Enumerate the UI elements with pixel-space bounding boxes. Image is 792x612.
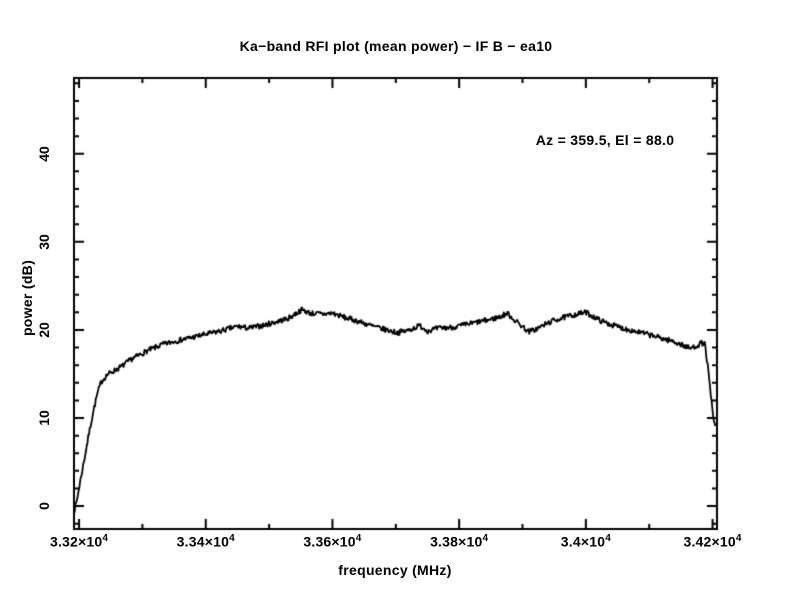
x-tick-label: 3.4×104	[560, 533, 611, 550]
x-tick-label: 3.34×104	[176, 533, 235, 550]
y-tick-label: 30	[36, 234, 52, 250]
y-axis-label: power (dB)	[19, 259, 35, 337]
x-axis-label: frequency (MHz)	[338, 562, 452, 578]
y-tick-label: 10	[36, 410, 52, 426]
x-tick-label: 3.42×104	[683, 533, 742, 550]
chart-title: Ka−band RFI plot (mean power) − IF B − e…	[239, 38, 553, 54]
x-tick-label: 3.36×104	[303, 533, 362, 550]
az-el-annotation: Az = 359.5, El = 88.0	[535, 132, 675, 148]
x-tick-label: 3.32×104	[49, 533, 109, 550]
y-tick-label: 20	[36, 322, 52, 338]
x-tick-label: 3.38×104	[430, 533, 489, 550]
y-tick-label: 40	[36, 145, 52, 162]
y-tick-label: 0	[36, 502, 52, 510]
